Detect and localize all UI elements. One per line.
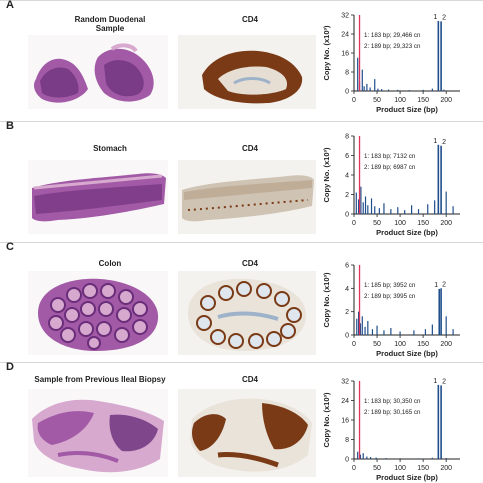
peak-annotation: 2: 189 bp; 3995 cn (364, 293, 416, 300)
x-tick-label: 150 (417, 97, 429, 104)
peak-annotation: 2: 189 bp; 29,323 cn (364, 43, 421, 50)
y-axis-label: Copy No. (x10³) (322, 272, 331, 328)
he-title: Stomach (93, 144, 127, 153)
x-tick-label: 150 (417, 341, 429, 348)
he-title: Random Duodenal Sample (74, 15, 146, 33)
x-tick-label: 50 (373, 220, 381, 227)
y-tick-label: 0 (345, 457, 349, 464)
peak-annotation: 1: 183 bp; 29,466 cn (364, 32, 421, 39)
x-tick-label: 50 (373, 465, 381, 472)
y-tick-label: 6 (345, 153, 349, 160)
x-tick-label: 0 (352, 220, 356, 227)
peak-annotation: 2: 189 bp; 30,165 cn (364, 409, 421, 416)
x-tick-label: 50 (373, 97, 381, 104)
y-tick-label: 0 (345, 333, 349, 340)
he-stain-image (28, 35, 168, 109)
x-tick-label: 100 (394, 465, 406, 472)
peak-annotation: 2: 189 bp; 6987 cn (364, 164, 416, 171)
cd4-title: CD4 (241, 15, 258, 24)
y-tick-label: 24 (341, 398, 349, 405)
panel-letter: B (6, 120, 14, 132)
panel-c: C Colon CD4 0 2 4 6 0 50 100 150 200 Product Size… (0, 241, 483, 361)
x-tick-label: 200 (440, 465, 452, 472)
cd4-title: CD4 (241, 144, 258, 153)
x-axis-label: Product Size (bp) (376, 105, 438, 114)
y-tick-label: 0 (345, 89, 349, 96)
x-tick-label: 200 (440, 341, 452, 348)
y-tick-label: 16 (341, 51, 349, 58)
y-tick-label: 2 (345, 309, 349, 316)
x-tick-label: 0 (352, 341, 356, 348)
he-title: Colon (98, 259, 122, 268)
x-axis-label: Product Size (bp) (376, 473, 438, 482)
he-stain-image (28, 160, 168, 234)
cd4-title: CD4 (241, 259, 258, 268)
cd4-stain-image (178, 389, 316, 477)
y-axis-label: Copy No. (x10³) (322, 392, 331, 448)
peak-label: 1 (433, 14, 437, 21)
y-axis-label: Copy No. (x10³) (322, 147, 331, 203)
peak-annotation: 1: 183 bp; 30,350 cn (364, 398, 421, 405)
y-tick-label: 32 (341, 379, 349, 386)
peak-annotation: 1: 183 bp; 7132 cn (364, 153, 416, 160)
he-title: Sample from Previous Ileal Biopsy (34, 375, 166, 384)
x-tick-label: 200 (440, 220, 452, 227)
peak-label: 2 (442, 14, 446, 21)
cd4-stain-image (178, 160, 316, 234)
y-tick-label: 6 (345, 263, 349, 270)
peak-label: 1 (433, 378, 437, 385)
x-tick-label: 0 (352, 97, 356, 104)
peak-label: 1 (433, 138, 437, 145)
y-tick-label: 2 (345, 192, 349, 199)
cd4-title: CD4 (241, 375, 258, 384)
panel-letter: C (6, 241, 14, 253)
y-tick-label: 32 (341, 13, 349, 20)
x-tick-label: 100 (394, 97, 406, 104)
panel-b: B Stomach CD4 0 2 4 6 8 0 50 100 150 200 Product S… (0, 120, 483, 240)
y-axis-label: Copy No. (x10³) (322, 25, 331, 81)
panel-letter: A (6, 0, 14, 11)
x-tick-label: 200 (440, 97, 452, 104)
peak-label: 2 (442, 139, 446, 146)
y-tick-label: 4 (345, 173, 349, 180)
peak-label: 2 (442, 281, 446, 288)
x-axis-label: Product Size (bp) (376, 349, 438, 358)
peak-label: 2 (442, 378, 446, 385)
peak-label: 1 (434, 282, 438, 289)
x-tick-label: 100 (394, 341, 406, 348)
panel-a: A Random Duodenal Sample CD4 0 8 16 24 32 0 50… (0, 0, 483, 116)
x-axis-label: Product Size (bp) (376, 228, 438, 237)
y-tick-label: 0 (345, 212, 349, 219)
y-tick-label: 8 (345, 134, 349, 141)
peak-annotation: 1: 185 bp; 3952 cn (364, 282, 416, 289)
x-tick-label: 50 (373, 341, 381, 348)
he-stain-image (28, 271, 168, 355)
panel-letter: D (6, 361, 14, 373)
panel-d: D Sample from Previous Ileal Biopsy CD4 … (0, 361, 483, 483)
cd4-stain-image (178, 35, 316, 109)
x-tick-label: 150 (417, 465, 429, 472)
x-tick-label: 150 (417, 220, 429, 227)
y-tick-label: 24 (341, 32, 349, 39)
cd4-stain-image (178, 271, 316, 355)
y-tick-label: 8 (345, 70, 349, 77)
y-tick-label: 8 (345, 437, 349, 444)
x-tick-label: 100 (394, 220, 406, 227)
y-tick-label: 16 (341, 418, 349, 425)
he-stain-image (28, 389, 168, 477)
y-tick-label: 4 (345, 286, 349, 293)
x-tick-label: 0 (352, 465, 356, 472)
